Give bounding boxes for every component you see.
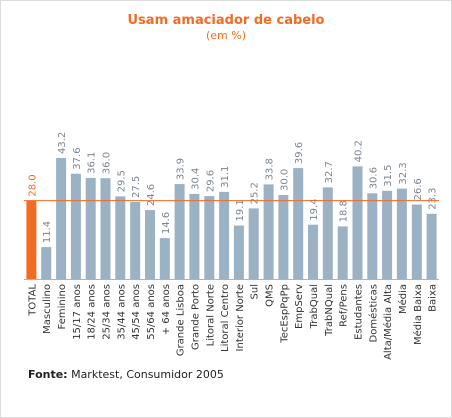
category-label-4: 18/24 anos <box>87 284 98 340</box>
value-label-27: 23.3 <box>428 188 439 210</box>
value-label-21: 18.8 <box>339 200 350 222</box>
bar-14 <box>233 225 244 279</box>
category-label-13: Litoral Centro <box>220 284 231 352</box>
category-label-7: 45/54 anos <box>131 284 142 340</box>
category-label-24: Alta/Média Alta <box>382 284 394 360</box>
bar-1 <box>41 247 52 279</box>
bar-26 <box>411 204 422 279</box>
chart-title: Usam amaciador de cabelo <box>127 13 325 28</box>
category-label-16: QMS <box>265 284 276 307</box>
value-label-9: 14.6 <box>161 212 172 234</box>
bar-15 <box>248 208 259 279</box>
bar-19 <box>308 224 318 279</box>
bar-9 <box>159 238 170 279</box>
category-label-20: TrabNQual <box>324 284 335 337</box>
bar-10 <box>174 184 185 279</box>
value-label-0: 28.0 <box>27 174 38 196</box>
value-label-3: 37.6 <box>72 147 83 169</box>
bar-2 <box>56 158 67 279</box>
bar-23 <box>367 193 378 279</box>
bar-13 <box>219 191 230 279</box>
bar-27 <box>426 213 437 279</box>
value-label-13: 31.1 <box>220 166 231 188</box>
source-text: Marktest, Consumidor 2005 <box>71 368 224 381</box>
value-label-2: 43.2 <box>57 132 68 154</box>
category-label-9: + 64 anos <box>161 284 172 335</box>
value-label-11: 30.4 <box>190 168 201 190</box>
category-label-14: Interior Norte <box>235 284 246 351</box>
category-label-5: 25/34 anos <box>102 284 113 340</box>
bar-12 <box>204 196 215 279</box>
value-label-1: 11.4 <box>42 221 53 243</box>
category-label-1: Masculino <box>42 284 53 334</box>
bar-22 <box>352 166 363 279</box>
value-label-12: 29.6 <box>205 170 216 192</box>
value-label-17: 30.0 <box>279 169 290 191</box>
bar-6 <box>115 196 126 279</box>
category-label-26: Média Baixa <box>412 284 424 345</box>
value-label-6: 29.5 <box>116 170 127 192</box>
value-label-4: 36.1 <box>87 152 98 174</box>
value-label-18: 39.6 <box>294 142 305 164</box>
value-label-24: 31.5 <box>383 165 394 187</box>
category-label-15: Sul <box>250 284 261 299</box>
bar-4 <box>85 177 96 279</box>
bar-16 <box>263 184 274 279</box>
value-label-10: 33.9 <box>176 158 187 180</box>
value-label-7: 27.5 <box>131 176 142 198</box>
source-label: Fonte: <box>28 368 68 381</box>
bar-20 <box>322 187 333 279</box>
category-label-6: 35/44 anos <box>116 284 127 340</box>
value-label-8: 24.6 <box>146 184 157 206</box>
category-label-10: Grande Lisboa <box>176 284 187 356</box>
value-label-19: 19.4 <box>309 198 320 220</box>
value-label-15: 25.2 <box>250 182 261 204</box>
bar-5 <box>100 178 111 279</box>
category-label-2: Feminino <box>57 284 68 329</box>
chart-subtitle: (em %) <box>205 29 246 42</box>
source-note: Fonte: Marktest, Consumidor 2005 <box>28 368 224 381</box>
category-label-21: Ref/Pens <box>339 284 350 327</box>
value-label-20: 32.7 <box>324 161 335 183</box>
bar-21 <box>337 226 348 279</box>
value-label-23: 30.6 <box>368 167 379 189</box>
bar-17 <box>278 195 289 279</box>
category-label-11: Grande Porto <box>190 284 201 350</box>
category-label-8: 55/64 anos <box>146 284 157 340</box>
category-label-18: EmpServ <box>294 284 305 329</box>
bar-11 <box>189 193 200 279</box>
bar-7 <box>130 202 141 279</box>
value-label-5: 36.0 <box>102 152 113 174</box>
bar-3 <box>70 173 81 279</box>
value-label-25: 32.3 <box>398 162 409 184</box>
bar-8 <box>145 210 155 279</box>
category-label-22: Estudantes <box>354 284 365 340</box>
bar-0 <box>26 200 37 279</box>
category-label-19: TrabQual <box>309 284 320 329</box>
category-label-3: 15/17 anos <box>72 284 83 340</box>
category-label-27: Baixa <box>428 284 439 312</box>
category-label-23: Domésticas <box>367 284 379 342</box>
category-label-17: TecEspPqPp <box>279 284 290 344</box>
value-label-16: 33.8 <box>265 158 276 180</box>
value-label-22: 40.2 <box>354 140 365 162</box>
bar-25 <box>396 188 407 279</box>
bar-18 <box>293 168 304 279</box>
bar-24 <box>382 190 393 279</box>
value-label-26: 26.6 <box>413 178 424 200</box>
category-label-0: TOTAL <box>27 284 38 317</box>
category-label-12: Litoral Norte <box>205 284 216 346</box>
value-label-14: 19.1 <box>235 199 246 221</box>
category-label-25: Média <box>397 284 409 314</box>
